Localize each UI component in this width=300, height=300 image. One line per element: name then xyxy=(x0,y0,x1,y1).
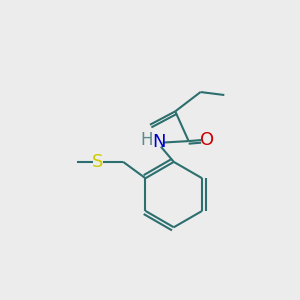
Text: O: O xyxy=(200,130,214,148)
Text: H: H xyxy=(140,130,152,148)
Text: N: N xyxy=(152,133,166,151)
Text: S: S xyxy=(92,153,103,171)
